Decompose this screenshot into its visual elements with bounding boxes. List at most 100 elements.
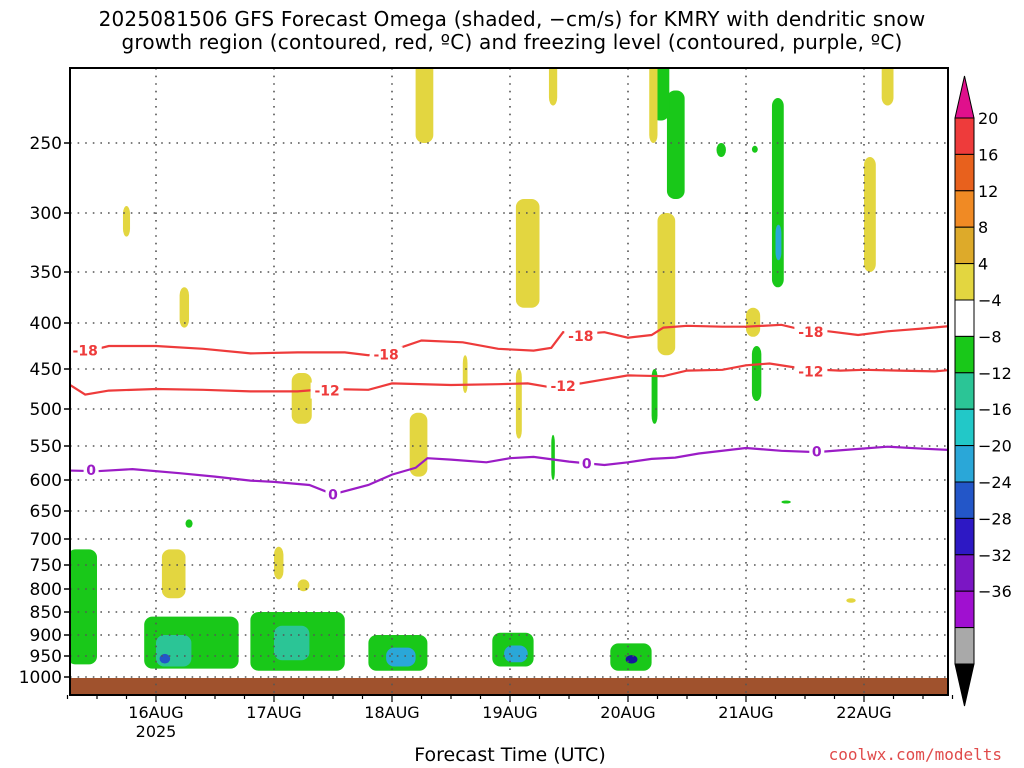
y-tick-label: 300 — [30, 204, 62, 224]
colorbar-swatch — [954, 517, 975, 556]
colorbar-label: 8 — [978, 218, 988, 237]
ground-band — [70, 678, 948, 695]
colorbar-swatch — [954, 335, 975, 374]
shaded-region-green — [651, 369, 658, 424]
shaded-region-green — [666, 90, 685, 199]
contour-label-bg — [83, 461, 99, 478]
shaded-region-yellow — [881, 68, 894, 106]
shaded-region-yellow — [846, 598, 856, 603]
contour-label-0: 0 — [812, 444, 822, 460]
contour-label-bg — [546, 377, 580, 394]
x-axis-title: Forecast Time (UTC) — [414, 744, 606, 766]
shaded-region-cyan — [386, 647, 416, 667]
credit-text: coolwx.com/modelts — [828, 745, 1002, 764]
y-tick-label: 850 — [30, 603, 62, 623]
shaded-region-green — [70, 549, 97, 665]
shaded-region-green — [781, 500, 791, 504]
colorbar-label: −32 — [978, 546, 1012, 565]
contour-label-0: 0 — [582, 457, 592, 473]
shaded-region-yellow — [291, 373, 312, 424]
shaded-region-yellow — [864, 157, 876, 272]
x-tick-label: 18AUG — [364, 703, 419, 722]
colorbar-label: −8 — [978, 327, 1002, 346]
x-tick-label: 16AUG — [128, 703, 183, 722]
contour-layer: -18 -18 -18 -18 -12 -12 -12 0 0 0 0 — [70, 323, 948, 503]
y-tick-label: 400 — [30, 314, 62, 334]
colorbar-label: 4 — [978, 255, 988, 274]
shaded-region-green — [551, 434, 555, 480]
colorbar-top-arrow — [954, 75, 975, 119]
plot-frame — [69, 67, 949, 696]
colorbar-label: −24 — [978, 473, 1012, 492]
contour-label-0: 0 — [86, 463, 96, 479]
shaded-region-yellow — [548, 68, 558, 106]
x-tick-year: 2025 — [136, 722, 177, 741]
y-tick-label: 1000 — [19, 668, 62, 688]
colorbar-swatch — [954, 153, 975, 192]
y-tick-label: 550 — [30, 437, 62, 457]
colorbar-swatch — [954, 627, 975, 665]
axes-layer: 250 300 350 400 450 500 550 600 650 700 750 800 850 9… — [19, 67, 954, 741]
shaded-region-green — [751, 346, 762, 401]
colorbar-swatch — [954, 408, 975, 447]
colorbar-swatch — [954, 372, 975, 410]
contour-0 — [70, 445, 948, 496]
shaded-region-yellow — [462, 355, 468, 393]
colorbar-swatch — [954, 190, 975, 228]
shaded-region-cyan — [775, 224, 782, 261]
colorbar-label: −16 — [978, 400, 1012, 419]
colorbar-label: 16 — [978, 145, 998, 164]
shaded-region-yellow — [161, 549, 186, 599]
x-tick-label: 17AUG — [246, 703, 301, 722]
grid-layer — [70, 68, 948, 695]
y-tick-label: 350 — [30, 263, 62, 283]
y-tick-label: 500 — [30, 400, 62, 420]
shaded-region-yellow — [122, 206, 131, 237]
contour-label--18: -18 — [568, 329, 593, 345]
colorbar-label: −20 — [978, 437, 1012, 456]
x-tick-label: 22AUG — [836, 703, 891, 722]
y-tick-label: 750 — [30, 556, 62, 576]
colorbar-label: −36 — [978, 582, 1012, 601]
contour-label--18: -18 — [373, 347, 398, 363]
shaded-region-yellow — [515, 199, 540, 308]
contour-label--12: -12 — [314, 384, 339, 400]
shaded-region-green — [185, 519, 193, 528]
shaded-region-green — [716, 143, 726, 157]
contour-label-bg — [369, 346, 403, 363]
shaded-region-green — [751, 145, 758, 153]
contour-label-bg — [794, 363, 828, 380]
omega-shading-layer — [70, 68, 948, 695]
y-tick-label: 600 — [30, 471, 62, 491]
contour-label-0: 0 — [328, 487, 338, 503]
colorbar-bottom-arrow — [954, 663, 975, 707]
shaded-region-yellow — [515, 369, 522, 439]
colorbar-swatch — [954, 590, 975, 629]
shaded-region-teal — [274, 625, 310, 661]
contour-label-bg — [325, 486, 341, 503]
shaded-region-yellow — [415, 68, 434, 143]
colorbar-label: 12 — [978, 182, 998, 201]
y-tick-label: 250 — [30, 134, 62, 154]
shaded-region-yellow — [409, 412, 428, 477]
shaded-region-yellow — [746, 307, 761, 337]
y-tick-label: 800 — [30, 580, 62, 600]
y-tick-label: 700 — [30, 530, 62, 550]
shaded-region-blue — [159, 653, 171, 664]
chart-title-line-2: growth region (contoured, red, ºC) and f… — [121, 30, 903, 54]
contour-label--18: -18 — [73, 344, 98, 360]
y-tick-label: 950 — [30, 647, 62, 667]
x-tick-label: 20AUG — [600, 703, 655, 722]
shaded-region-cyan — [504, 645, 528, 663]
contour-label--12: -12 — [798, 364, 823, 380]
colorbar-swatch — [954, 481, 975, 519]
colorbar: 20 16 12 8 4 −4 −8 −12 −16 −20 −24 −28 −32 −36 — [954, 75, 1012, 707]
colorbar-label: 20 — [978, 109, 998, 128]
y-tick-label: 450 — [30, 360, 62, 380]
colorbar-label: −12 — [978, 364, 1012, 383]
contour-label-bg — [809, 443, 825, 460]
x-tick-label: 21AUG — [718, 703, 773, 722]
colorbar-swatch — [954, 299, 975, 337]
colorbar-swatch — [954, 226, 975, 265]
